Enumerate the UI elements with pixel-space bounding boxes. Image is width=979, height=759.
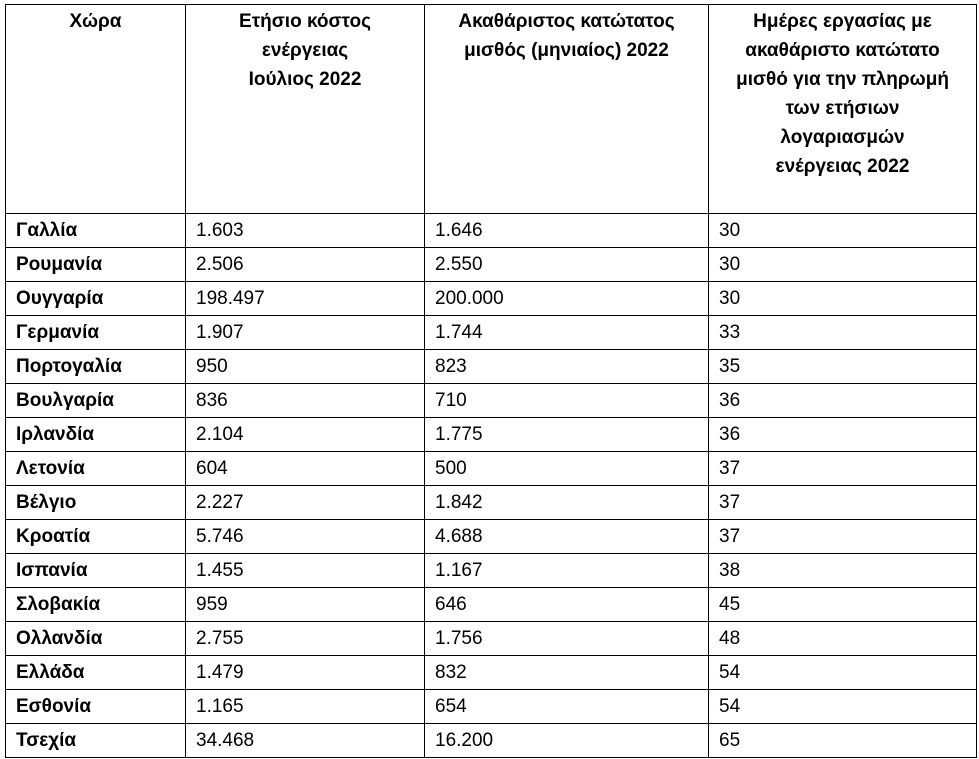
cell-working-days: 30 bbox=[708, 213, 977, 248]
cell-annual-energy-cost: 950 bbox=[185, 349, 425, 384]
cell-country: Βουλγαρία bbox=[5, 383, 186, 418]
table-row: Ολλανδία 2.755 1.756 48 bbox=[5, 621, 977, 656]
cell-annual-energy-cost: 836 bbox=[185, 383, 425, 418]
header-country: Χώρα bbox=[5, 4, 186, 214]
table-row: Ισπανία 1.455 1.167 38 bbox=[5, 553, 977, 588]
cell-annual-energy-cost: 2.506 bbox=[185, 247, 425, 282]
cell-working-days: 48 bbox=[708, 621, 977, 656]
cell-annual-energy-cost: 1.907 bbox=[185, 315, 425, 350]
table-row: Λετονία 604 500 37 bbox=[5, 451, 977, 486]
cell-annual-energy-cost: 34.468 bbox=[185, 723, 425, 758]
cell-working-days: 36 bbox=[708, 417, 977, 452]
cell-working-days: 38 bbox=[708, 553, 977, 588]
cell-gross-minimum-wage: 1.775 bbox=[424, 417, 709, 452]
table-row: Ουγγαρία 198.497 200.000 30 bbox=[5, 281, 977, 316]
cell-country: Ολλανδία bbox=[5, 621, 186, 656]
cell-annual-energy-cost: 2.227 bbox=[185, 485, 425, 520]
cell-gross-minimum-wage: 200.000 bbox=[424, 281, 709, 316]
cell-working-days: 45 bbox=[708, 587, 977, 622]
cell-working-days: 54 bbox=[708, 655, 977, 690]
cell-working-days: 35 bbox=[708, 349, 977, 384]
cell-gross-minimum-wage: 1.756 bbox=[424, 621, 709, 656]
cell-gross-minimum-wage: 1.646 bbox=[424, 213, 709, 248]
cell-country: Κροατία bbox=[5, 519, 186, 554]
cell-country: Ρουμανία bbox=[5, 247, 186, 282]
table-header: Χώρα Ετήσιο κόστος ενέργειας Ιούλιος 202… bbox=[5, 4, 977, 214]
cell-gross-minimum-wage: 4.688 bbox=[424, 519, 709, 554]
cell-gross-minimum-wage: 823 bbox=[424, 349, 709, 384]
header-row: Χώρα Ετήσιο κόστος ενέργειας Ιούλιος 202… bbox=[5, 4, 977, 214]
cell-working-days: 37 bbox=[708, 485, 977, 520]
table-row: Βουλγαρία 836 710 36 bbox=[5, 383, 977, 418]
cell-country: Πορτογαλία bbox=[5, 349, 186, 384]
cell-gross-minimum-wage: 500 bbox=[424, 451, 709, 486]
cell-annual-energy-cost: 959 bbox=[185, 587, 425, 622]
cell-country: Εσθονία bbox=[5, 689, 186, 724]
cell-working-days: 37 bbox=[708, 519, 977, 554]
cell-annual-energy-cost: 5.746 bbox=[185, 519, 425, 554]
cell-gross-minimum-wage: 654 bbox=[424, 689, 709, 724]
cell-gross-minimum-wage: 2.550 bbox=[424, 247, 709, 282]
cell-country: Γερμανία bbox=[5, 315, 186, 350]
cell-annual-energy-cost: 1.455 bbox=[185, 553, 425, 588]
cell-country: Ελλάδα bbox=[5, 655, 186, 690]
table-row: Πορτογαλία 950 823 35 bbox=[5, 349, 977, 384]
cell-working-days: 33 bbox=[708, 315, 977, 350]
cell-country: Βέλγιο bbox=[5, 485, 186, 520]
energy-cost-table-container: Χώρα Ετήσιο κόστος ενέργειας Ιούλιος 202… bbox=[5, 4, 977, 758]
cell-gross-minimum-wage: 710 bbox=[424, 383, 709, 418]
cell-annual-energy-cost: 1.603 bbox=[185, 213, 425, 248]
cell-annual-energy-cost: 1.479 bbox=[185, 655, 425, 690]
cell-working-days: 37 bbox=[708, 451, 977, 486]
table-row: Ιρλανδία 2.104 1.775 36 bbox=[5, 417, 977, 452]
header-working-days: Ημέρες εργασίας με ακαθάριστο κατώτατο μ… bbox=[708, 4, 977, 214]
table-row: Γαλλία 1.603 1.646 30 bbox=[5, 213, 977, 248]
table-body: Γαλλία 1.603 1.646 30 Ρουμανία 2.506 2.550 30 Ου… bbox=[5, 213, 977, 758]
cell-country: Ισπανία bbox=[5, 553, 186, 588]
cell-gross-minimum-wage: 1.744 bbox=[424, 315, 709, 350]
header-gross-minimum-wage: Ακαθάριστος κατώτατος μισθός (μηνιαίος) … bbox=[424, 4, 709, 214]
cell-country: Γαλλία bbox=[5, 213, 186, 248]
cell-gross-minimum-wage: 832 bbox=[424, 655, 709, 690]
cell-annual-energy-cost: 2.104 bbox=[185, 417, 425, 452]
cell-working-days: 30 bbox=[708, 247, 977, 282]
table-row: Κροατία 5.746 4.688 37 bbox=[5, 519, 977, 554]
cell-annual-energy-cost: 1.165 bbox=[185, 689, 425, 724]
cell-country: Ουγγαρία bbox=[5, 281, 186, 316]
cell-annual-energy-cost: 604 bbox=[185, 451, 425, 486]
cell-gross-minimum-wage: 16.200 bbox=[424, 723, 709, 758]
table-row: Τσεχία 34.468 16.200 65 bbox=[5, 723, 977, 758]
table-row: Εσθονία 1.165 654 54 bbox=[5, 689, 977, 724]
table-row: Ελλάδα 1.479 832 54 bbox=[5, 655, 977, 690]
energy-cost-table: Χώρα Ετήσιο κόστος ενέργειας Ιούλιος 202… bbox=[5, 4, 977, 758]
cell-country: Ιρλανδία bbox=[5, 417, 186, 452]
cell-working-days: 36 bbox=[708, 383, 977, 418]
cell-country: Λετονία bbox=[5, 451, 186, 486]
cell-gross-minimum-wage: 1.842 bbox=[424, 485, 709, 520]
table-row: Σλοβακία 959 646 45 bbox=[5, 587, 977, 622]
cell-gross-minimum-wage: 646 bbox=[424, 587, 709, 622]
cell-working-days: 54 bbox=[708, 689, 977, 724]
cell-working-days: 65 bbox=[708, 723, 977, 758]
table-row: Ρουμανία 2.506 2.550 30 bbox=[5, 247, 977, 282]
cell-annual-energy-cost: 198.497 bbox=[185, 281, 425, 316]
cell-country: Σλοβακία bbox=[5, 587, 186, 622]
cell-working-days: 30 bbox=[708, 281, 977, 316]
cell-country: Τσεχία bbox=[5, 723, 186, 758]
header-annual-energy-cost: Ετήσιο κόστος ενέργειας Ιούλιος 2022 bbox=[185, 4, 425, 214]
cell-annual-energy-cost: 2.755 bbox=[185, 621, 425, 656]
cell-gross-minimum-wage: 1.167 bbox=[424, 553, 709, 588]
table-row: Γερμανία 1.907 1.744 33 bbox=[5, 315, 977, 350]
table-row: Βέλγιο 2.227 1.842 37 bbox=[5, 485, 977, 520]
